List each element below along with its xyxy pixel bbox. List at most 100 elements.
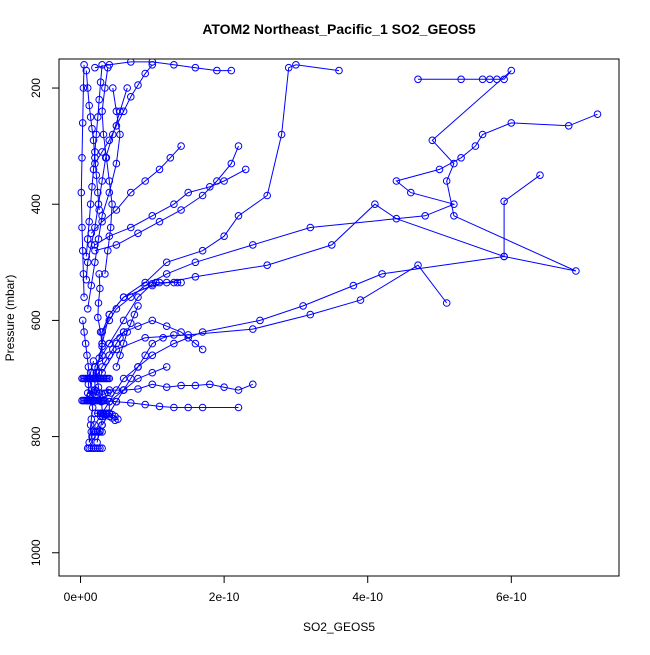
data-point (96, 328, 105, 336)
data-point (102, 154, 111, 162)
data-point (227, 159, 236, 168)
data-point (84, 380, 93, 389)
data-point (478, 75, 487, 84)
data-point (170, 331, 178, 339)
data-point (94, 188, 102, 197)
data-point (249, 241, 257, 249)
data-point (134, 363, 142, 371)
data-point (141, 278, 149, 287)
data-point (96, 78, 105, 86)
data-point (141, 351, 149, 360)
data-point (87, 241, 96, 249)
data-point (94, 313, 102, 322)
data-point (105, 397, 114, 406)
data-point (99, 130, 108, 139)
data-point (83, 235, 92, 243)
data-point (421, 212, 430, 220)
data-point (134, 302, 142, 310)
data-point (493, 75, 501, 84)
data-point (206, 380, 214, 389)
data-point (249, 325, 257, 333)
data-point (173, 278, 182, 287)
data-point (119, 339, 128, 348)
data-point (356, 296, 365, 304)
data-point (134, 229, 142, 238)
data-point (478, 130, 487, 139)
data-point (83, 84, 92, 92)
data-point (88, 124, 96, 133)
x-tick-label: 4e-10 (352, 590, 383, 604)
data-point (155, 165, 164, 174)
data-point (220, 177, 228, 185)
data-point (134, 374, 142, 383)
data-point (86, 113, 95, 121)
data-point (94, 113, 102, 121)
data-point (78, 223, 86, 232)
data-point (166, 154, 175, 162)
data-point (335, 66, 343, 75)
data-point (159, 334, 167, 342)
profile-line (87, 360, 94, 443)
profile-line (94, 168, 246, 246)
data-point (500, 252, 508, 261)
data-point (148, 280, 157, 288)
data-point (82, 66, 91, 75)
data-point (112, 159, 121, 168)
data-point (457, 75, 465, 84)
data-point (106, 223, 115, 232)
data-point (234, 386, 243, 394)
data-point (162, 270, 171, 278)
data-point (105, 188, 114, 197)
data-point (249, 380, 257, 389)
data-point (92, 171, 101, 179)
data-point (127, 223, 135, 232)
data-point (177, 328, 185, 336)
data-point (104, 246, 112, 255)
data-point (572, 267, 580, 275)
data-point (414, 261, 422, 270)
data-point (198, 191, 207, 200)
data-point (177, 278, 185, 287)
data-point (130, 310, 139, 319)
data-point (91, 63, 99, 72)
data-point (141, 69, 149, 78)
data-point (306, 310, 315, 319)
data-point (428, 136, 437, 145)
data-point (371, 200, 379, 208)
data-point (141, 334, 149, 342)
data-point (450, 200, 458, 208)
data-point (536, 171, 544, 179)
chart-title: ATOM2 Northeast_Pacific_1 SO2_GEOS5 (202, 21, 476, 37)
x-tick-label: 2e-10 (209, 590, 240, 604)
profile-line (94, 331, 125, 379)
data-point (98, 428, 106, 436)
data-point (119, 293, 128, 302)
data-point (234, 212, 243, 220)
data-point (220, 232, 228, 240)
data-point (500, 197, 508, 206)
data-point (98, 363, 106, 371)
data-point (457, 154, 465, 162)
data-point (104, 388, 112, 397)
data-point (85, 101, 93, 110)
data-point (123, 84, 131, 92)
data-point (127, 93, 135, 101)
data-point (116, 351, 124, 360)
data-point (105, 316, 114, 325)
data-point (435, 165, 444, 174)
data-point (198, 403, 207, 412)
data-point (155, 402, 164, 411)
data-point (108, 200, 116, 208)
data-point (198, 328, 207, 336)
data-point (328, 241, 336, 249)
profile-line (82, 320, 94, 402)
x-axis: 0e+00 2e-10 4e-10 6e-10 (64, 575, 527, 604)
data-point (101, 270, 109, 278)
data-point (507, 66, 516, 75)
data-point (86, 421, 95, 429)
data-point (105, 374, 114, 383)
data-point (148, 351, 157, 360)
data-point (234, 403, 243, 412)
data-point (162, 383, 171, 392)
data-point (127, 188, 135, 197)
